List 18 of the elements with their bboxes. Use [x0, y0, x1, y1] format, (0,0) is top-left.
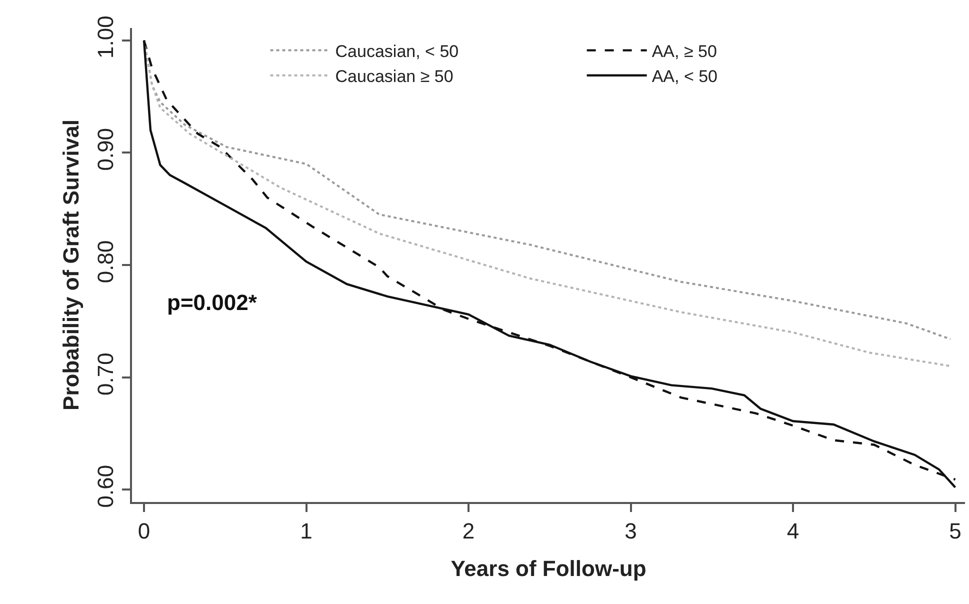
- y-tick-label: 0.70: [93, 352, 118, 396]
- legend-label: AA, < 50: [652, 67, 718, 86]
- x-tick-label: 2: [462, 518, 475, 544]
- y-tick-label: 0.60: [93, 464, 118, 508]
- y-tick-label: 0.90: [93, 128, 118, 171]
- annotation: p=0.002*: [167, 290, 258, 315]
- x-tick-label: 0: [138, 518, 150, 544]
- legend-label: AA, ≥ 50: [652, 42, 717, 61]
- y-tick-label: 0.80: [93, 240, 118, 284]
- y-tick-label: 1.00: [93, 16, 118, 58]
- x-axis-title: Years of Follow-up: [450, 556, 646, 581]
- x-tick-label: 1: [300, 518, 312, 544]
- legend-label: Caucasian, < 50: [335, 42, 459, 61]
- legend-label: Caucasian ≥ 50: [335, 67, 454, 86]
- x-tick-label: 3: [624, 518, 637, 544]
- x-tick-label: 5: [949, 518, 962, 544]
- y-axis-title: Probability of Graft Survival: [58, 120, 84, 410]
- x-tick-label: 4: [786, 518, 800, 544]
